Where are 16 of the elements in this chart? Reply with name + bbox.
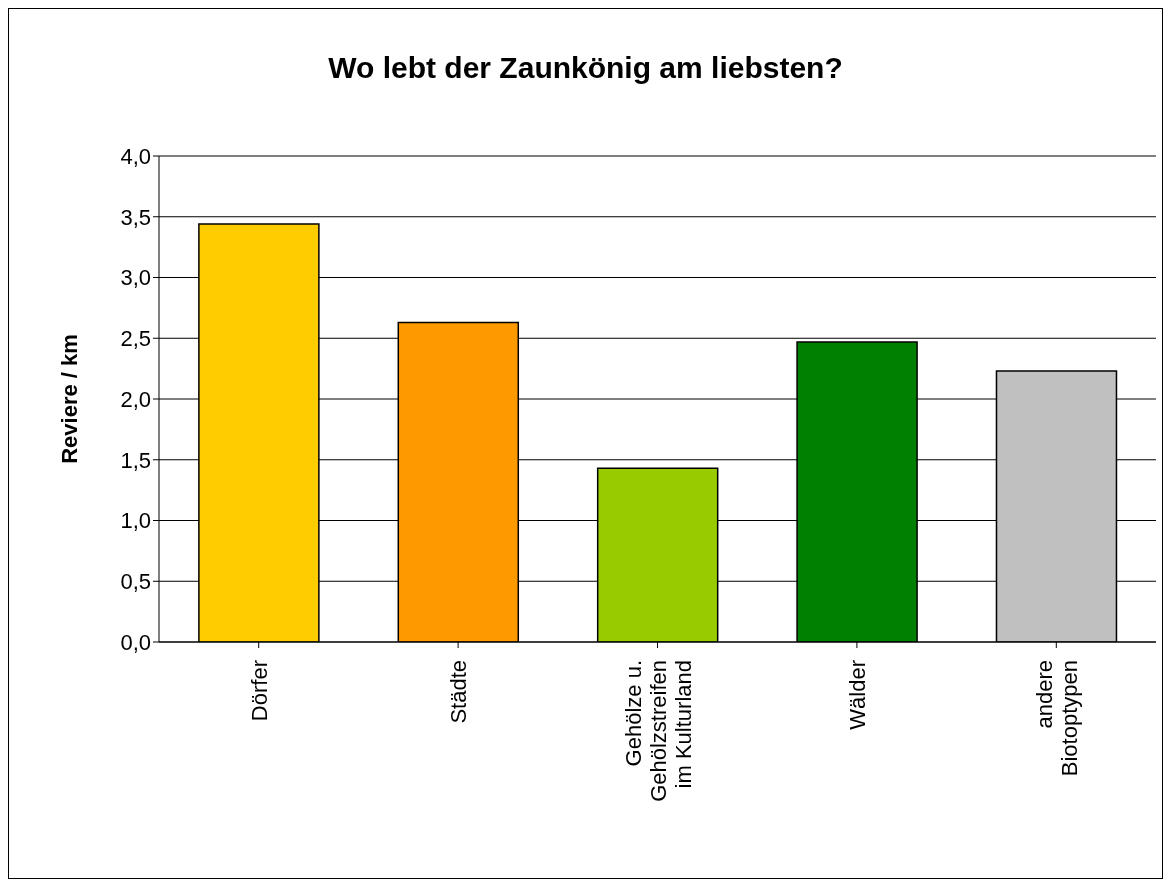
y-tick-label: 3,0: [120, 265, 151, 291]
x-tick-label: Gehölze u. Gehölzstreifen im Kulturland: [620, 660, 696, 802]
x-tick-label: Städte: [446, 660, 472, 724]
x-tick-label: andere Biotoptypen: [1031, 660, 1082, 777]
y-tick-label: 0,0: [120, 629, 151, 655]
x-tick-label: Dörfer: [246, 660, 272, 722]
y-axis-title: Reviere / km: [56, 334, 82, 464]
y-tick-label: 3,5: [120, 204, 151, 230]
y-tick-label: 2,0: [120, 386, 151, 412]
chart-title: Wo lebt der Zaunkönig am liebsten?: [327, 51, 844, 85]
y-tick-label: 2,5: [120, 326, 151, 352]
y-tick-label: 1,0: [120, 508, 151, 534]
y-tick-label: 1,5: [120, 447, 151, 473]
y-tick-label: 4,0: [120, 143, 151, 169]
x-tick-label: Wälder: [844, 660, 870, 730]
y-tick-label: 0,5: [120, 569, 151, 595]
